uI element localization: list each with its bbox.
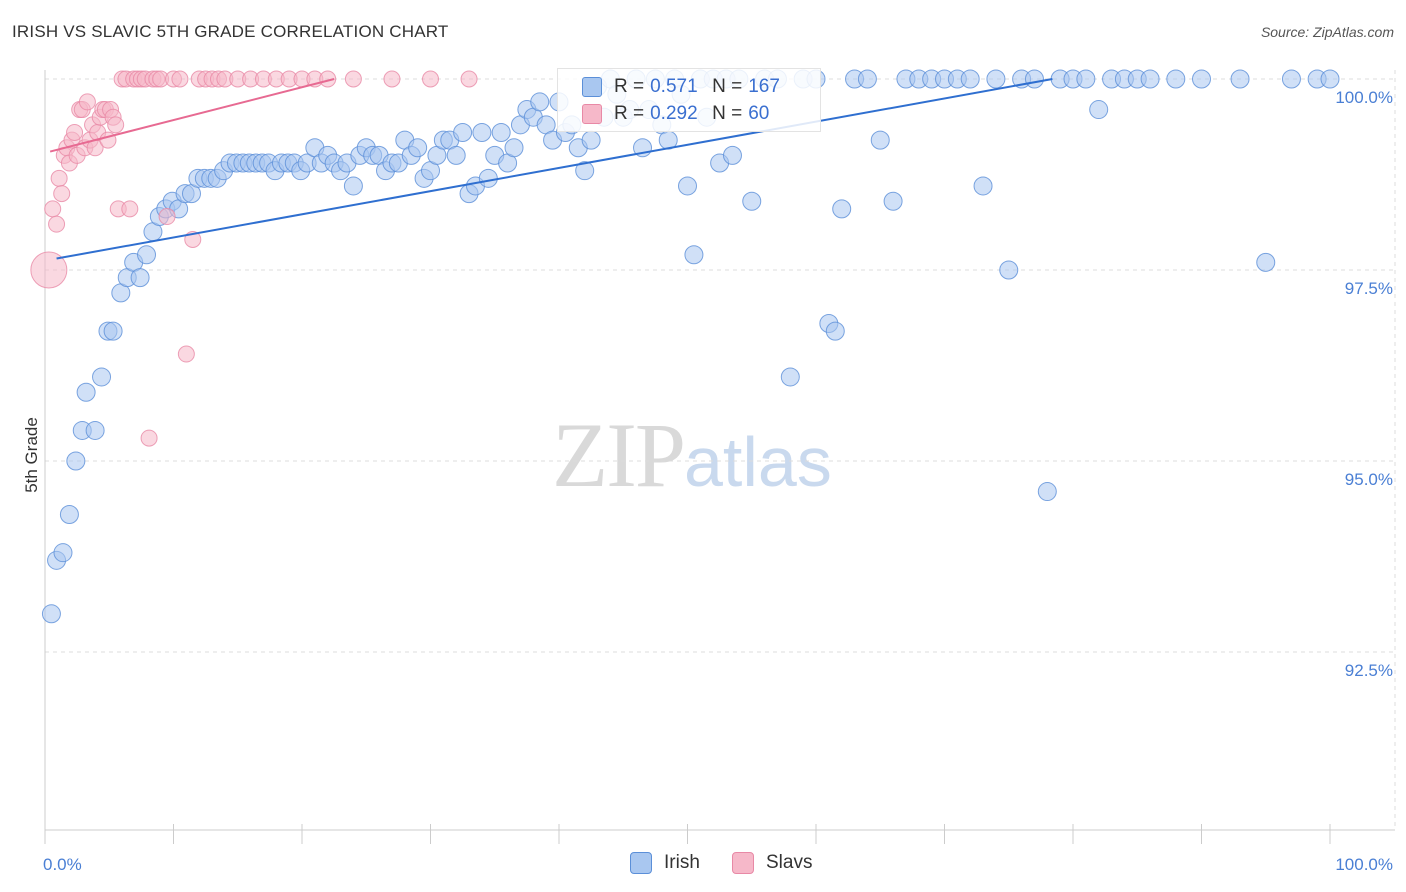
irish-point bbox=[973, 176, 993, 196]
bottom-irish-swatch bbox=[630, 852, 652, 874]
bottom-legend-slavs: Slavs bbox=[732, 852, 812, 874]
irish-point bbox=[742, 191, 762, 211]
slavs-r-value: 0.292 bbox=[650, 103, 698, 124]
irish-point bbox=[472, 122, 492, 142]
slavs-point bbox=[158, 208, 176, 226]
irish-point bbox=[92, 367, 112, 387]
irish-point bbox=[1166, 69, 1186, 89]
irish-point bbox=[1037, 482, 1057, 502]
chart-title: IRISH VS SLAVIC 5TH GRADE CORRELATION CH… bbox=[12, 22, 449, 41]
irish-trend-line bbox=[56, 78, 1053, 260]
irish-point bbox=[1256, 252, 1276, 272]
irish-point bbox=[1076, 69, 1096, 89]
irish-r-label: R = bbox=[614, 76, 645, 97]
watermark-zip: ZIP bbox=[552, 404, 686, 506]
slavs-point bbox=[140, 429, 158, 447]
slavs-point bbox=[344, 70, 362, 88]
slavs-n-value: 60 bbox=[748, 103, 770, 124]
slavs-n-label: N = bbox=[712, 103, 743, 124]
slavs-point bbox=[44, 200, 62, 218]
slavs-point bbox=[121, 200, 139, 218]
irish-point bbox=[76, 382, 96, 402]
irish-point bbox=[1024, 69, 1044, 89]
slavs-point bbox=[177, 345, 195, 363]
slavs-point bbox=[383, 70, 401, 88]
bottom-slavs-swatch bbox=[732, 852, 754, 874]
bottom-irish-label: Irish bbox=[664, 852, 700, 873]
slavs-point bbox=[422, 70, 439, 88]
slavs-point bbox=[319, 70, 337, 88]
x-tick-label-max: 100.0% bbox=[1335, 855, 1393, 874]
irish-point bbox=[408, 138, 428, 158]
irish-point bbox=[1281, 69, 1301, 89]
slavs-trend-line bbox=[49, 78, 335, 153]
irish-point bbox=[343, 176, 363, 196]
irish-point bbox=[491, 122, 511, 142]
irish-swatch bbox=[582, 77, 602, 97]
irish-point bbox=[575, 161, 595, 181]
slavs-point bbox=[48, 215, 66, 233]
watermark: ZIPatlas bbox=[552, 402, 832, 508]
irish-point bbox=[1089, 100, 1109, 120]
irish-point bbox=[832, 199, 852, 219]
slavs-point bbox=[78, 93, 96, 111]
irish-point bbox=[41, 604, 61, 624]
source-label: Source: ZipAtlas.com bbox=[1260, 24, 1394, 40]
irish-point bbox=[85, 420, 105, 440]
irish-point bbox=[59, 504, 79, 524]
irish-point bbox=[1192, 69, 1211, 89]
slavs-point bbox=[171, 70, 189, 88]
irish-point bbox=[780, 367, 800, 387]
legend-row-slavs: R = 0.292 N = 60 bbox=[582, 102, 769, 126]
x-tick-label-min: 0.0% bbox=[43, 855, 82, 874]
irish-point bbox=[999, 260, 1019, 280]
irish-n-label: N = bbox=[712, 76, 743, 97]
irish-point bbox=[684, 245, 704, 265]
irish-point bbox=[103, 321, 123, 341]
irish-point bbox=[137, 245, 157, 265]
y-axis-label: 5th Grade bbox=[22, 417, 41, 493]
irish-point bbox=[883, 191, 903, 211]
slavs-point bbox=[460, 70, 478, 88]
irish-point bbox=[960, 69, 980, 89]
slavs-point bbox=[53, 185, 71, 203]
legend-row-irish: R = 0.571 N = 167 bbox=[582, 75, 780, 99]
y-tick-label: 100.0% bbox=[1335, 88, 1393, 107]
irish-point bbox=[722, 145, 742, 165]
irish-point bbox=[1320, 69, 1340, 89]
irish-point bbox=[530, 92, 550, 112]
irish-point bbox=[453, 122, 473, 142]
irish-point bbox=[870, 130, 890, 150]
irish-point bbox=[504, 138, 524, 158]
watermark-atlas: atlas bbox=[684, 423, 832, 501]
bottom-legend-irish: Irish bbox=[630, 852, 700, 874]
slavs-point bbox=[66, 123, 84, 141]
irish-point bbox=[857, 69, 877, 89]
irish-point bbox=[1230, 69, 1250, 89]
slavs-r-label: R = bbox=[614, 103, 645, 124]
irish-point bbox=[130, 268, 150, 288]
stats-legend: R = 0.571 N = 167 R = 0.292 N = 60 bbox=[557, 68, 821, 132]
irish-point bbox=[581, 130, 601, 150]
irish-point bbox=[478, 168, 498, 188]
slavs-point bbox=[30, 251, 68, 289]
irish-point bbox=[986, 69, 1006, 89]
y-tick-label: 95.0% bbox=[1345, 470, 1393, 489]
y-tick-label: 92.5% bbox=[1345, 661, 1393, 680]
slavs-point bbox=[50, 169, 68, 187]
slavs-point bbox=[107, 116, 125, 134]
irish-r-value: 0.571 bbox=[650, 76, 698, 97]
irish-point bbox=[53, 543, 73, 563]
bottom-slavs-label: Slavs bbox=[766, 852, 813, 873]
slavs-swatch bbox=[582, 104, 602, 124]
irish-n-value: 167 bbox=[748, 76, 780, 97]
y-tick-label: 97.5% bbox=[1345, 279, 1393, 298]
irish-point bbox=[1140, 69, 1160, 89]
irish-point bbox=[446, 145, 466, 165]
irish-point bbox=[678, 176, 697, 196]
irish-point bbox=[825, 321, 845, 341]
irish-point bbox=[66, 451, 86, 471]
